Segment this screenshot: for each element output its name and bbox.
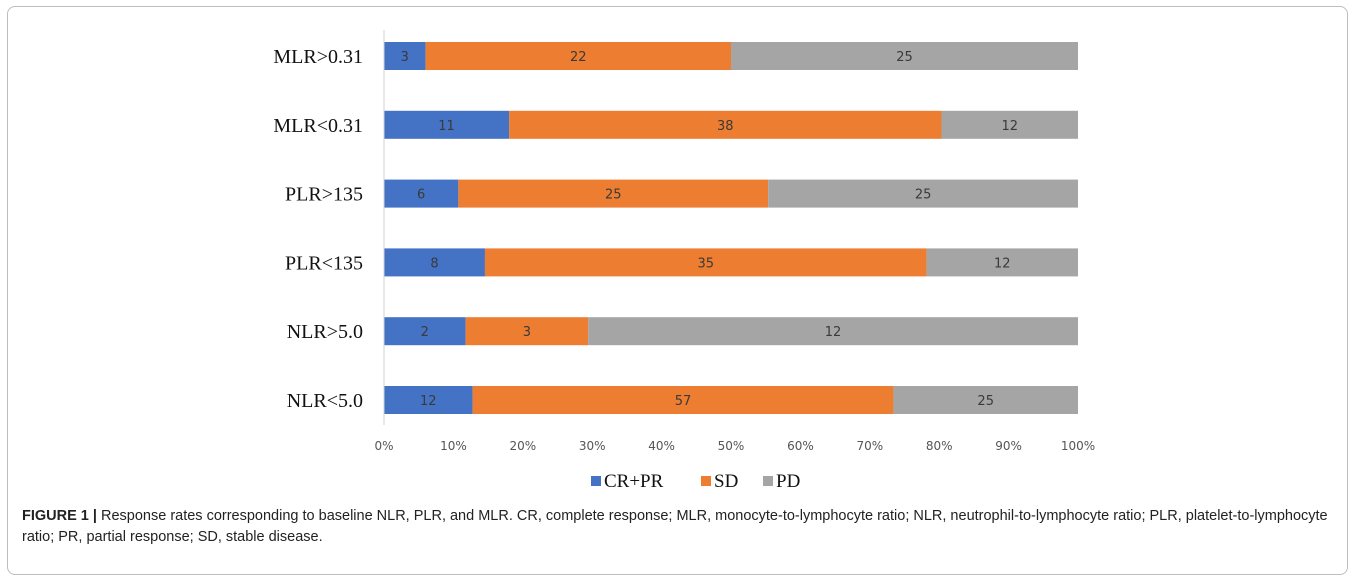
figure-caption: FIGURE 1 | Response rates corresponding …	[22, 506, 1332, 548]
bar-segment	[941, 110, 1078, 139]
x-tick-label: 60%	[787, 439, 814, 453]
data-label: 22	[570, 50, 587, 65]
data-label: 25	[896, 50, 913, 65]
bar-segment	[588, 317, 1078, 346]
data-label: 12	[1001, 119, 1018, 134]
stacked-bar-chart: 3 22 25 11 38 12 6 25 25 8 35 12 2 3 12 12 57 25 MLR>0.31…	[273, 30, 1095, 492]
x-tick-label: 0%	[374, 439, 393, 453]
data-label: 12	[420, 394, 437, 409]
x-tick-label: 70%	[856, 439, 883, 453]
bar-segment	[926, 248, 1078, 277]
category-labels-group: MLR>0.31 MLR<0.31 PLR>135 PLR<135 NLR>5.0 NLR…	[273, 46, 363, 412]
bar-segment	[509, 110, 942, 139]
data-label: 35	[697, 256, 714, 271]
bar-segment	[472, 386, 894, 414]
bar-segment	[384, 42, 426, 70]
data-label: 25	[605, 188, 622, 203]
bar-segment	[384, 179, 459, 208]
data-label: 8	[430, 256, 438, 271]
x-tick-labels-group: 0% 10% 20% 30% 40% 50% 60% 70% 80% 90% 100%	[374, 439, 1095, 453]
x-tick-label: 90%	[995, 439, 1022, 453]
x-tick-label: 80%	[926, 439, 953, 453]
x-tick-label: 30%	[579, 439, 606, 453]
category-label: NLR<5.0	[287, 390, 363, 412]
data-label: 12	[825, 325, 842, 340]
bar-segment	[484, 248, 927, 277]
data-label: 25	[977, 394, 994, 409]
category-label: NLR>5.0	[287, 321, 363, 343]
legend-label: PD	[776, 471, 800, 492]
bar-labels-group: 3 22 25 11 38 12 6 25 25 8 35 12 2 3 12 12 57 25	[401, 50, 1018, 409]
data-label: 38	[717, 119, 734, 134]
bar-segment	[425, 42, 731, 70]
legend-swatch	[591, 476, 601, 486]
legend-label: SD	[714, 471, 738, 492]
category-label: MLR<0.31	[273, 115, 363, 137]
bars-group	[384, 42, 1078, 414]
x-tick-label: 40%	[648, 439, 675, 453]
category-label: PLR>135	[285, 184, 363, 206]
legend-swatch	[701, 476, 711, 486]
bar-segment	[893, 386, 1078, 414]
bar-segment	[384, 248, 485, 277]
data-label: 3	[523, 325, 531, 340]
bar-segment	[465, 317, 589, 346]
bar-segment	[384, 386, 473, 414]
data-label: 25	[915, 188, 932, 203]
bar-segment	[384, 317, 466, 346]
data-label: 11	[438, 119, 455, 134]
bar-segment	[768, 179, 1078, 208]
x-tick-label: 50%	[718, 439, 745, 453]
figure-frame	[7, 6, 1348, 575]
data-label: 2	[421, 325, 429, 340]
bar-segment	[731, 42, 1078, 70]
bar-segment	[384, 110, 510, 139]
legend-swatch	[763, 476, 773, 486]
caption-text: Response rates corresponding to baseline…	[22, 508, 1328, 545]
data-label: 6	[417, 188, 425, 203]
data-label: 57	[675, 394, 692, 409]
data-label: 12	[994, 256, 1011, 271]
caption-label: FIGURE 1 |	[22, 508, 97, 524]
bar-segment	[458, 179, 769, 208]
legend-label: CR+PR	[604, 471, 664, 492]
category-label: MLR>0.31	[273, 46, 363, 68]
category-label: PLR<135	[285, 252, 363, 274]
data-label: 3	[401, 50, 409, 65]
x-tick-label: 20%	[509, 439, 536, 453]
x-tick-label: 10%	[440, 439, 467, 453]
legend: CR+PR SD PD	[591, 471, 800, 492]
x-tick-label: 100%	[1061, 439, 1095, 453]
